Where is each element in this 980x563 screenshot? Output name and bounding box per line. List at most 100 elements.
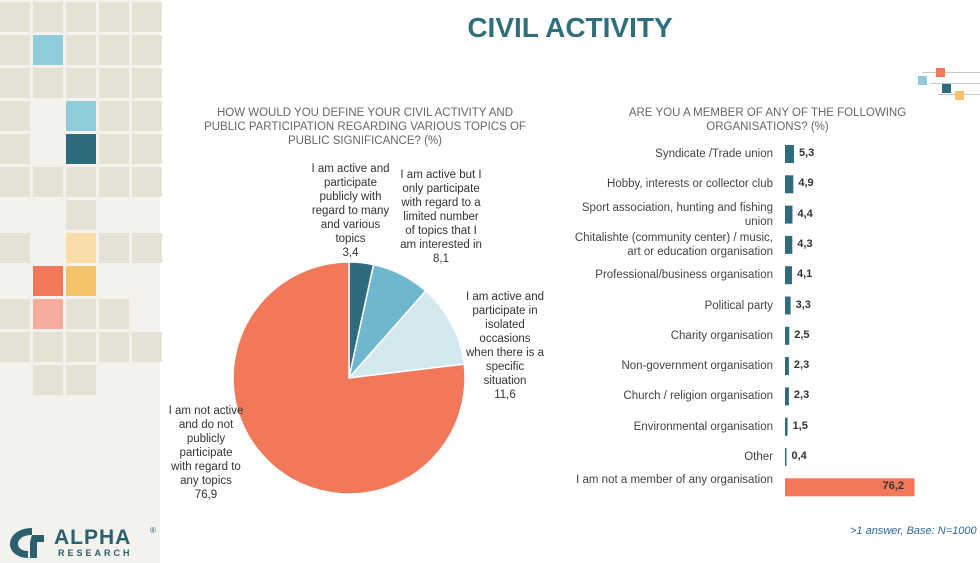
bar [785, 387, 789, 406]
decorative-tile [66, 365, 96, 395]
decorative-tile [132, 2, 162, 32]
alpha-research-logo: ALPHA ® RESEARCH [4, 518, 160, 563]
pie-slice-active-isolated [347, 289, 466, 379]
decorative-tile [0, 134, 30, 164]
decorative-tile [66, 68, 96, 98]
decorative-tile [0, 101, 30, 131]
pie-slice-label: I am active and participate in isolated … [466, 291, 544, 387]
bar-value-label: 4,4 [797, 207, 813, 220]
decorative-tile [0, 68, 30, 98]
decorative-tile [99, 35, 129, 65]
decorative-tile [132, 68, 162, 98]
pie-slice-label: I am active and participate publicly wit… [311, 163, 390, 245]
decorative-tile [33, 299, 63, 329]
pie-slice-value: 8,1 [433, 253, 449, 265]
bar-value-label: 2,5 [794, 328, 810, 341]
bar-category-label: Charity organisation [670, 329, 773, 342]
logo-text: ALPHA [54, 526, 132, 549]
decorative-tile [99, 2, 129, 32]
pie-label-active-limited: I am active but I only participate with … [398, 168, 484, 266]
pie-label-not-active: I am not active and do not publicly part… [168, 404, 244, 502]
decorative-tile [132, 233, 162, 263]
decorative-tile [66, 332, 96, 362]
bar-value-label: 0,4 [791, 450, 807, 462]
decorative-tile [99, 134, 129, 164]
pie-chart-title: HOW WOULD YOU DEFINE YOUR CIVIL ACTIVITY… [204, 107, 526, 147]
decorative-tile [33, 167, 63, 197]
decorative-tile [132, 35, 162, 65]
decorative-tile [66, 101, 96, 131]
bar [785, 235, 793, 254]
pie-slice-not-active [232, 261, 466, 495]
footnote: >1 answer, Base: N=1000 [850, 525, 977, 537]
bar-category-label: Political party [704, 299, 773, 312]
bar-category-label: Chitalishte (community center) / music, … [574, 231, 773, 258]
decorative-tile [99, 68, 129, 98]
decorative-tile [132, 134, 162, 164]
decorative-tile [33, 365, 63, 395]
pie-slice-value: 76,9 [194, 489, 218, 501]
bar [785, 448, 787, 466]
bar [785, 266, 792, 285]
bar-value-label: 4,1 [796, 268, 813, 281]
bar-category-label: Professional/business organisation [595, 269, 773, 282]
bar-category-label: Hobby, interests or collector club [607, 178, 773, 191]
bar-category-label: Non-government organisation [621, 360, 773, 373]
bar [785, 175, 794, 194]
decorative-tile [66, 167, 96, 197]
bar-category-label: I am not a member of any organisation [576, 474, 773, 487]
decorative-tile [33, 68, 63, 98]
decorative-tile [132, 101, 162, 131]
decorative-tile [66, 35, 96, 65]
decorative-tile [66, 2, 96, 32]
decorative-tile-panel [0, 0, 162, 563]
bar [785, 145, 795, 163]
decorative-tile [99, 299, 129, 329]
decorative-tile [0, 167, 30, 197]
pie-label-active-isolated: I am active and participate in isolated … [465, 290, 545, 402]
decorative-tile [132, 332, 162, 362]
logo-subtext: RESEARCH [58, 548, 133, 558]
pie-slice-label: I am not active and do not publicly part… [168, 405, 244, 487]
decorative-tile [33, 266, 63, 296]
decorative-tile [99, 101, 129, 131]
bar [785, 417, 788, 436]
decorative-tile [33, 332, 63, 362]
pie-label-active-many: I am active and participate publicly wit… [308, 162, 393, 260]
bar [785, 326, 790, 345]
bar [785, 478, 915, 497]
bar [785, 205, 793, 224]
decorative-tile [132, 167, 162, 197]
decorative-tile [66, 233, 96, 263]
decorative-tile [0, 332, 30, 362]
decorative-tile [99, 167, 129, 197]
bar-value-label: 4,9 [798, 177, 814, 190]
bar-value-label: 1,5 [792, 419, 808, 432]
bar-value-label: 3,3 [795, 298, 811, 311]
bar-value-label: 2,3 [793, 389, 810, 402]
decorative-tile [66, 299, 96, 329]
decorative-tile [66, 266, 96, 296]
decorative-tile [99, 233, 129, 263]
decorative-tile [33, 35, 63, 65]
bar-category-label: Syndicate /Trade union [655, 148, 773, 160]
decorative-tile [33, 2, 63, 32]
decorative-tile [0, 2, 30, 32]
bar-value-label: 5,3 [799, 147, 815, 159]
pie-slice-value: 3,4 [342, 247, 359, 259]
decorative-tile [0, 35, 30, 65]
decorative-tile [0, 233, 30, 263]
logo-mark-icon [10, 528, 44, 558]
decorative-tile [66, 134, 96, 164]
bar-chart-title: ARE YOU A MEMBER OF ANY OF THE FOLLOWING… [628, 107, 907, 133]
pie-slice-value: 11,6 [494, 389, 516, 401]
bar-category-label: Other [744, 451, 773, 463]
bar-value-label: 4,3 [797, 237, 813, 250]
bar-value-label: 76,2 [882, 480, 904, 493]
bar-category-label: Environmental organisation [633, 420, 773, 433]
bar-category-label: Church / religion organisation [623, 390, 773, 403]
bar [785, 296, 791, 315]
decorative-tile [66, 200, 96, 230]
